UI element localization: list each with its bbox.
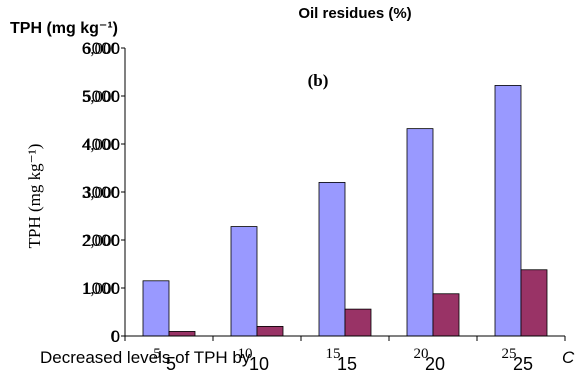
x-tick-label-overlay: 10 [249, 354, 269, 374]
y-tick-label-overlay: 2,000 [82, 231, 120, 250]
bar-series1-10 [230, 226, 258, 337]
y-tick-label-overlay: 4,000 [82, 135, 120, 154]
y-tick-label-overlay: 3,000 [82, 183, 120, 202]
y-tick-label-overlay: 1,000 [82, 279, 120, 298]
y-tick-label: 2000 [82, 231, 120, 250]
x-axis-label: Decreased levels of TPH by [40, 348, 251, 367]
y-tick-label: 1000 [82, 279, 120, 298]
y-tick-label: 3000 [82, 183, 120, 202]
x-tick-label: 5 [153, 346, 161, 362]
bar-series2-15 [344, 308, 372, 337]
bar-series2-25 [520, 269, 548, 337]
y-axis: 0010001,00020002,00030003,00040004,00050… [82, 39, 126, 346]
bar-series1-20 [406, 128, 434, 337]
x-axis-label-trailing: C [562, 348, 575, 367]
x-tick-label: 25 [502, 346, 517, 362]
y-axis-label: TPH (mg kg⁻¹) [25, 144, 44, 249]
y-tick-label: 4000 [82, 135, 120, 154]
x-tick-label: 15 [326, 346, 341, 362]
plot-bars [142, 85, 548, 337]
y-title-top: TPH (mg kg⁻¹) [10, 20, 118, 37]
bar-series1-5 [142, 280, 170, 337]
x-tick-label-overlay: 5 [166, 354, 176, 374]
y-tick-label: 0 [111, 327, 120, 346]
y-tick-label-overlay: 0 [112, 327, 121, 346]
chart-title: Oil residues (%) [298, 5, 411, 22]
y-tick-label-overlay: 6,000 [82, 39, 120, 58]
bar-series2-10 [256, 325, 284, 337]
y-tick-label: 6000 [82, 39, 120, 58]
bar-series1-15 [318, 181, 346, 337]
x-tick-label: 20 [414, 346, 429, 362]
bar-series2-5 [168, 331, 196, 337]
y-tick-label-overlay: 5,000 [82, 87, 120, 106]
x-tick-label: 10 [238, 346, 253, 362]
x-tick-label-overlay: 25 [513, 354, 533, 374]
bar-series2-20 [432, 293, 460, 337]
bar-series1-25 [494, 85, 522, 337]
x-tick-label-overlay: 15 [337, 354, 357, 374]
y-tick-label: 5000 [82, 87, 120, 106]
panel-label: (b) [308, 71, 329, 90]
x-tick-label-overlay: 20 [425, 354, 445, 374]
